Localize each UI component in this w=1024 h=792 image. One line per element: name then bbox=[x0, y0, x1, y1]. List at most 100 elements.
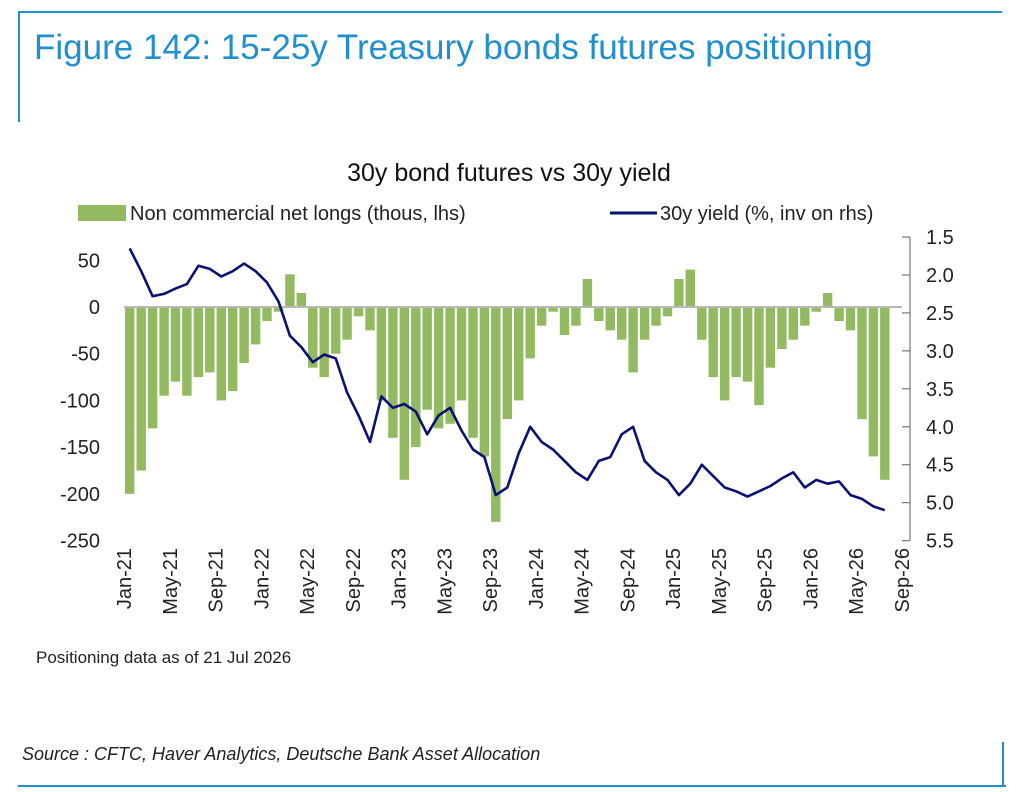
bar-net-longs bbox=[445, 307, 455, 424]
bar-net-longs bbox=[800, 307, 810, 326]
bar-net-longs bbox=[605, 307, 615, 331]
bar-net-longs bbox=[216, 307, 226, 401]
bar-net-longs bbox=[754, 307, 764, 406]
x-tick-label: Jan-26 bbox=[801, 548, 823, 609]
x-tick-label: Jan-25 bbox=[663, 548, 685, 609]
x-tick-label: Sep-21 bbox=[206, 548, 228, 613]
right-tick-label: 1.5 bbox=[926, 227, 954, 249]
bar-net-longs bbox=[857, 307, 867, 420]
bar-net-longs bbox=[525, 307, 535, 359]
x-tick-label: Sep-23 bbox=[480, 548, 502, 613]
legend-label-yield: 30y yield (%, inv on rhs) bbox=[660, 203, 873, 225]
bar-net-longs bbox=[433, 307, 444, 429]
bar-net-longs bbox=[571, 307, 581, 326]
bar-net-longs bbox=[479, 307, 490, 457]
bar-net-longs bbox=[159, 307, 169, 396]
chart-title: 30y bond futures vs 30y yield bbox=[347, 159, 671, 187]
legend-label-net-longs: Non commercial net longs (thous, lhs) bbox=[130, 203, 466, 225]
bar-net-longs bbox=[731, 307, 741, 378]
bar-net-longs bbox=[411, 307, 421, 448]
bar-net-longs bbox=[182, 307, 192, 396]
x-tick-label: Sep-22 bbox=[343, 548, 365, 613]
bar-net-longs bbox=[193, 307, 204, 378]
left-tick-label: -100 bbox=[60, 390, 100, 412]
bar-net-longs bbox=[205, 307, 215, 373]
right-tick-label: 5.0 bbox=[926, 493, 954, 515]
bar-net-longs bbox=[685, 269, 695, 307]
bar-net-longs bbox=[834, 307, 844, 321]
bar-net-longs bbox=[536, 307, 547, 326]
bar-net-longs bbox=[548, 307, 558, 312]
bar-net-longs bbox=[559, 307, 570, 335]
left-tick-label: -200 bbox=[60, 484, 100, 506]
bar-net-longs bbox=[422, 307, 432, 410]
line-series-30y-yield bbox=[128, 247, 886, 512]
positioning-note: Positioning data as of 21 Jul 2026 bbox=[36, 648, 291, 667]
right-tick-label: 4.0 bbox=[926, 417, 954, 439]
frame-left-rule bbox=[18, 11, 20, 122]
bar-net-longs bbox=[880, 307, 890, 480]
x-tick-label: May-23 bbox=[434, 548, 456, 615]
x-axis: Jan-21 May-21 Sep-21 Jan-22 May-22 Sep-22 Jan-… bbox=[114, 548, 914, 615]
right-tick-label: 3.5 bbox=[926, 379, 954, 401]
bar-net-longs bbox=[708, 307, 718, 378]
right-tick-label: 2.5 bbox=[926, 303, 954, 325]
x-tick-label: May-25 bbox=[709, 548, 731, 615]
left-tick-label: -50 bbox=[71, 344, 100, 366]
bar-net-longs bbox=[170, 307, 181, 382]
x-tick-label: May-26 bbox=[846, 548, 868, 615]
x-tick-label: Jan-21 bbox=[114, 548, 136, 609]
bar-net-longs bbox=[296, 293, 306, 307]
bar-net-longs bbox=[628, 307, 638, 373]
bar-net-longs bbox=[147, 307, 158, 429]
bar-net-longs bbox=[651, 307, 661, 326]
x-tick-label: May-22 bbox=[297, 548, 319, 615]
bar-net-longs bbox=[845, 307, 856, 331]
right-tick-label: 2.0 bbox=[926, 265, 954, 287]
left-tick-label: -150 bbox=[60, 437, 100, 459]
bar-net-longs bbox=[308, 307, 318, 368]
bar-net-longs bbox=[662, 307, 673, 317]
x-tick-label: Jan-22 bbox=[251, 548, 273, 609]
bar-net-longs bbox=[765, 307, 776, 368]
bar-net-longs bbox=[273, 307, 284, 312]
x-tick-label: Sep-24 bbox=[617, 548, 639, 613]
bar-net-longs bbox=[788, 307, 798, 340]
left-axis: 50 0 -50 -100 -150 -200 -250 bbox=[60, 250, 100, 552]
x-tick-label: Jan-23 bbox=[389, 548, 411, 609]
right-tick-label: 4.5 bbox=[926, 455, 954, 477]
bar-net-longs bbox=[742, 307, 753, 382]
x-tick-label: Sep-25 bbox=[755, 548, 777, 613]
bar-net-longs bbox=[822, 293, 833, 307]
bar-net-longs bbox=[262, 307, 272, 321]
left-tick-label: 50 bbox=[78, 250, 100, 272]
left-tick-label: 0 bbox=[89, 297, 100, 319]
bar-net-longs bbox=[617, 307, 627, 340]
x-tick-label: Jan-24 bbox=[526, 548, 548, 609]
bar-net-longs bbox=[514, 307, 524, 401]
bar-net-longs bbox=[376, 307, 387, 401]
bar-net-longs bbox=[697, 307, 707, 340]
bar-net-longs bbox=[720, 307, 730, 401]
bar-net-longs bbox=[353, 307, 364, 317]
bar-net-longs bbox=[342, 307, 352, 340]
bar-net-longs bbox=[502, 307, 512, 420]
bar-net-longs bbox=[125, 307, 135, 494]
bar-net-longs bbox=[491, 307, 501, 522]
bar-net-longs bbox=[250, 307, 261, 345]
bar-net-longs bbox=[399, 307, 409, 480]
bar-net-longs bbox=[319, 307, 329, 378]
bar-net-longs bbox=[594, 307, 604, 321]
bar-net-longs bbox=[365, 307, 375, 331]
bar-net-longs bbox=[674, 279, 684, 307]
right-tick-label: 3.0 bbox=[926, 341, 954, 363]
frame-right-rule bbox=[1002, 742, 1004, 787]
bar-net-longs bbox=[285, 274, 295, 307]
bar-net-longs bbox=[811, 307, 821, 312]
right-tick-label: 5.5 bbox=[926, 531, 954, 553]
bar-net-longs bbox=[582, 279, 593, 307]
x-tick-label: May-21 bbox=[160, 548, 182, 615]
bar-net-longs bbox=[228, 307, 238, 392]
bar-net-longs bbox=[777, 307, 787, 349]
